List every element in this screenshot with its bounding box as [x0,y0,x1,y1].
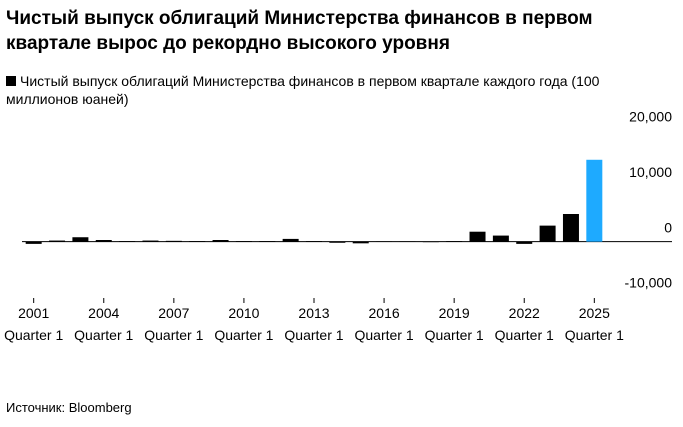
bar [446,241,463,242]
x-tick-label: 2004 Quarter 1 [74,305,134,343]
bar [212,240,229,242]
bar [562,214,579,242]
bar [306,241,322,242]
bar [142,240,159,242]
bar [422,241,439,243]
bar [282,238,299,242]
x-tick-label: 2019 Quarter 1 [424,305,484,343]
y-tick-label: -10,000 [625,275,673,291]
bar [492,235,509,242]
bar [72,237,89,242]
bar [329,241,346,243]
bar [49,240,66,242]
legend-label: Чистый выпуск облигаций Министерства фин… [6,73,600,107]
bar [165,240,182,242]
legend-swatch [6,76,16,86]
bar [376,241,393,242]
legend: Чистый выпуск облигаций Министерства фин… [6,72,666,108]
x-tick-label: 2016 Quarter 1 [354,305,414,343]
source: Источник: Bloomberg [6,400,132,415]
bar [469,231,486,242]
bar [95,240,112,242]
bar [399,241,416,242]
bar [259,241,276,242]
x-tick-label: 2013 Quarter 1 [284,305,344,343]
bar [586,159,603,242]
bar [352,241,369,244]
x-tick-label: 2022 Quarter 1 [494,305,554,343]
x-tick-label: 2025 Quarter 1 [564,305,624,343]
bar [539,225,556,242]
y-tick-label: 20,000 [629,109,672,125]
bar [235,241,252,242]
x-tick-label: 2001 Quarter 1 [4,305,64,343]
bar [189,241,206,242]
bar [25,241,42,244]
y-tick-label: 0 [664,219,672,235]
y-tick-label: 10,000 [629,164,672,180]
bar [516,241,533,244]
bar [119,241,136,242]
x-tick-label: 2007 Quarter 1 [144,305,204,343]
x-tick-label: 2010 Quarter 1 [214,305,274,343]
chart-title: Чистый выпуск облигаций Министерства фин… [6,8,593,54]
